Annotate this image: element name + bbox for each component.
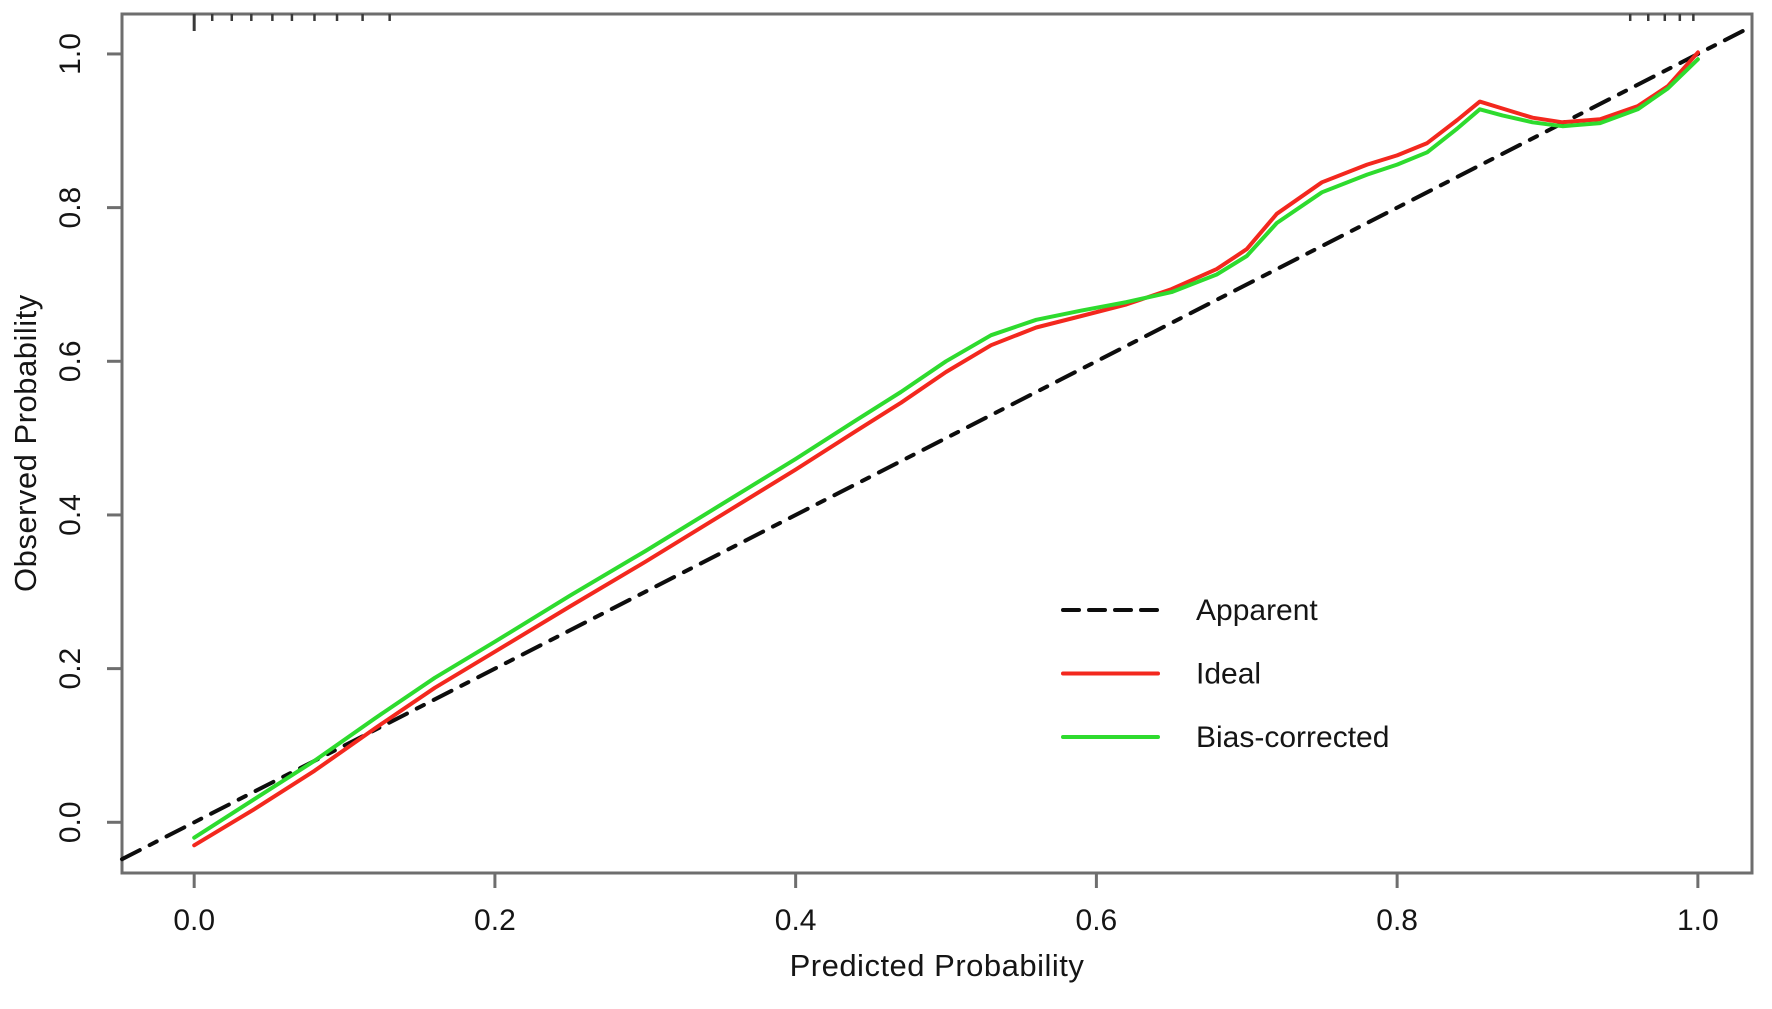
y-tick-label: 0.0 [54, 801, 87, 843]
legend-label-apparent: Apparent [1196, 594, 1318, 627]
y-tick-label: 0.2 [54, 648, 87, 690]
y-tick-label: 0.6 [54, 340, 87, 382]
x-tick-label: 0.8 [1376, 904, 1418, 937]
series-line-apparent [120, 24, 1754, 862]
x-tick-label: 0.2 [474, 904, 516, 937]
x-axis-title: Predicted Probability [789, 948, 1085, 983]
x-tick-label: 0.6 [1076, 904, 1118, 937]
x-tick-label: 0.4 [775, 904, 817, 937]
legend-label-bias-corrected: Bias-corrected [1196, 721, 1389, 754]
x-tick-label: 1.0 [1677, 904, 1719, 937]
y-tick-label: 1.0 [54, 33, 87, 75]
series-line-bias-corrected [192, 57, 1700, 840]
y-tick-label: 0.4 [54, 494, 87, 536]
x-tick-label: 0.0 [173, 904, 215, 937]
legend-label-ideal: Ideal [1196, 658, 1261, 691]
plot-border [120, 12, 1754, 875]
y-tick-label: 0.8 [54, 187, 87, 229]
y-axis-title: Observed Probability [8, 294, 43, 593]
